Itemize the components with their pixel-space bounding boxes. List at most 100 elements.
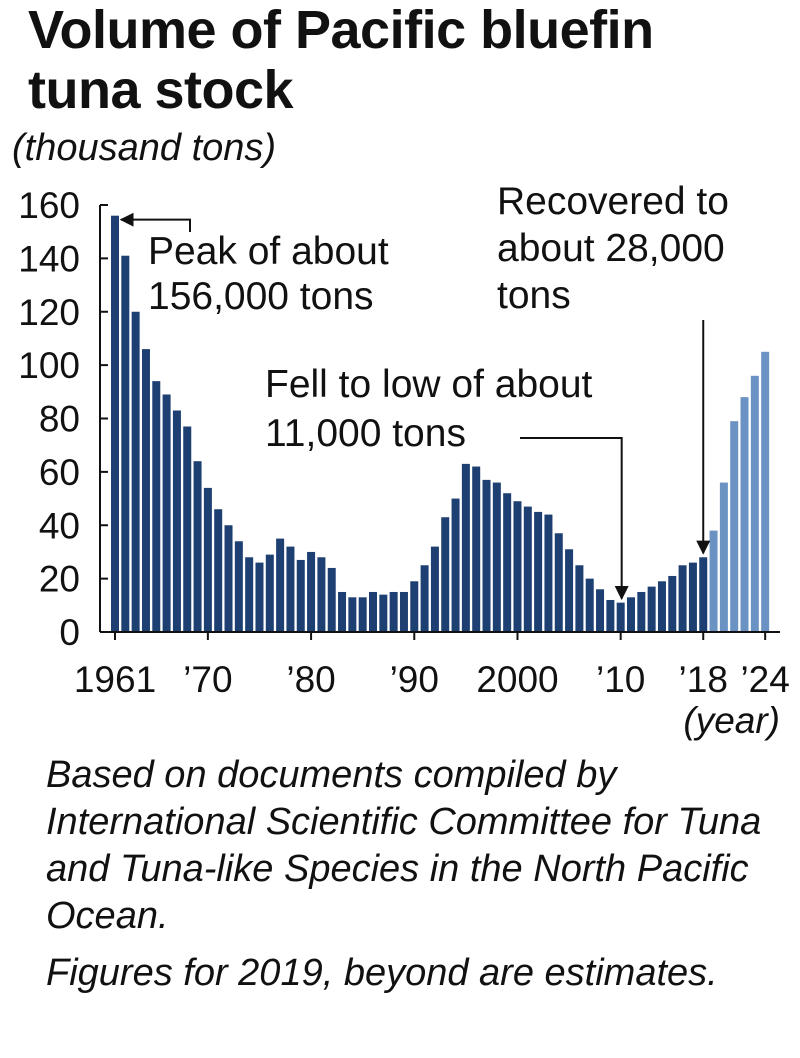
bar-2004 — [554, 533, 563, 632]
bar-1980 — [307, 551, 316, 632]
bar-1994 — [451, 498, 460, 632]
bar-1996 — [472, 466, 481, 632]
bar-1997 — [482, 479, 491, 632]
bar-2013 — [647, 586, 656, 632]
x-tick-label-2018: ’18 — [679, 659, 728, 700]
bar-2007 — [585, 578, 594, 633]
bar-1991 — [420, 565, 429, 632]
bar-1999 — [503, 493, 512, 632]
bar-1982 — [327, 567, 336, 632]
annotation-low-arrow — [520, 437, 629, 601]
bar-2014 — [657, 581, 666, 632]
y-tick-label-40: 40 — [39, 505, 80, 546]
y-tick-label-60: 60 — [39, 452, 80, 493]
x-tick-label-2024: ’24 — [740, 659, 789, 700]
x-tick-label-1970: ’70 — [183, 659, 232, 700]
bar-1983 — [338, 591, 347, 632]
bar-1984 — [348, 597, 357, 632]
bar-1969 — [193, 461, 202, 632]
annotation-peak-arrow — [119, 212, 191, 232]
bar-2018 — [699, 557, 708, 632]
source-note: Based on documents compiled by Internati… — [46, 754, 762, 937]
x-axis-unit-label: (year) — [683, 700, 780, 741]
bars-group — [111, 215, 770, 633]
bar-1966 — [162, 394, 171, 632]
annotation-recovered-line-3: tons — [497, 274, 571, 317]
estimate-note: Figures for 2019, beyond are estimates. — [46, 952, 718, 994]
x-tick-label-2000: 2000 — [476, 659, 558, 700]
y-tick-label-80: 80 — [39, 399, 80, 440]
bar-1978 — [286, 546, 295, 632]
annotation-low: Fell to low of about 11,000 tons — [265, 363, 593, 455]
annotation-recovered: Recovered to about 28,000 tons — [497, 180, 729, 317]
bar-2010 — [616, 602, 625, 632]
bar-1970 — [203, 487, 212, 632]
bar-1977 — [276, 538, 285, 632]
annotations-group: Peak of about 156,000 tons Fell to low of … — [119, 180, 729, 601]
bar-2006 — [575, 565, 584, 632]
bar-1967 — [172, 410, 181, 632]
bar-2009 — [606, 599, 615, 632]
bar-1965 — [152, 381, 161, 632]
bar-2015 — [668, 575, 677, 632]
bar-1987 — [379, 594, 388, 632]
y-tick-label-140: 140 — [18, 238, 80, 279]
bar-2021 — [730, 421, 739, 632]
bar-1975 — [255, 562, 264, 632]
bar-1968 — [183, 426, 192, 632]
annotation-peak-line-1: Peak of about — [148, 230, 389, 273]
bar-1972 — [224, 525, 233, 632]
y-tick-label-100: 100 — [18, 345, 80, 386]
bar-1995 — [461, 463, 470, 632]
bar-2016 — [678, 565, 687, 632]
bar-1979 — [296, 559, 305, 632]
bar-1963 — [131, 311, 140, 632]
bar-2011 — [627, 597, 635, 632]
bar-2008 — [596, 589, 605, 632]
bar-1989 — [399, 591, 408, 632]
bar-2022 — [740, 397, 749, 632]
chart-title-line-2: tuna stock — [28, 60, 294, 120]
bar-1992 — [430, 546, 439, 632]
bar-2019 — [709, 530, 718, 632]
annotation-recovered-line-1: Recovered to — [497, 180, 729, 223]
bar-2003 — [544, 514, 553, 632]
y-tick-label-160: 160 — [18, 185, 80, 226]
bar-1974 — [245, 557, 254, 632]
bar-1964 — [141, 349, 150, 632]
bar-2001 — [523, 506, 532, 632]
bar-2024 — [761, 351, 770, 632]
bar-2005 — [565, 549, 574, 632]
axes-group: 0 20 40 60 80 100 120 140 160 1961 ’70 ’80 ’90 2000 ’1… — [18, 185, 790, 741]
annotation-peak: Peak of about 156,000 tons — [148, 230, 389, 318]
y-tick-label-120: 120 — [18, 292, 80, 333]
annotation-low-line-1: Fell to low of about — [265, 363, 593, 406]
x-tick-label-1961: 1961 — [74, 659, 156, 700]
y-tick-label-20: 20 — [39, 559, 80, 600]
bar-1976 — [265, 554, 274, 632]
y-tick-label-0: 0 — [59, 612, 80, 653]
bar-1998 — [492, 482, 501, 632]
bar-2023 — [750, 375, 759, 632]
bar-1973 — [234, 541, 243, 632]
chart-title-line-1: Volume of Pacific bluefin — [28, 0, 654, 60]
annotation-recovered-line-2: about 28,000 — [497, 227, 725, 270]
x-tick-label-1980: ’80 — [286, 659, 335, 700]
bar-1971 — [214, 509, 223, 632]
bar-1985 — [358, 597, 367, 632]
footnotes: Based on documents compiled by Internati… — [46, 752, 796, 1007]
y-axis-unit-label: (thousand tons) — [12, 127, 277, 169]
bar-2002 — [534, 511, 543, 632]
annotation-peak-line-2: 156,000 tons — [148, 275, 374, 318]
bar-1990 — [410, 581, 419, 632]
chart-title: Volume of Pacific bluefin tuna stock — [28, 0, 798, 120]
bar-1986 — [369, 591, 377, 632]
bar-1981 — [317, 557, 326, 632]
bar-2017 — [688, 562, 697, 632]
bar-1993 — [441, 517, 450, 632]
bar-1961 — [111, 215, 119, 632]
bar-1962 — [121, 255, 130, 632]
bar-1988 — [389, 591, 398, 632]
bar-chart: 0 20 40 60 80 100 120 140 160 1961 ’70 ’80 ’90 2000 ’1… — [18, 180, 790, 741]
bar-2012 — [637, 591, 646, 632]
